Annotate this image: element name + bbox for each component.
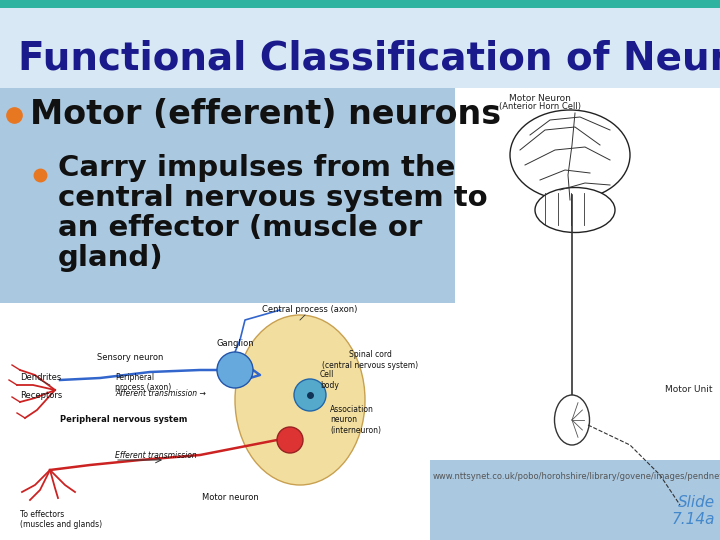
Text: Efferent transmission: Efferent transmission <box>115 450 197 460</box>
Text: Slide
7.14a: Slide 7.14a <box>672 495 715 528</box>
Text: central nervous system to: central nervous system to <box>58 184 487 212</box>
Text: Dendrites: Dendrites <box>20 374 61 382</box>
Text: Peripheral
process (axon): Peripheral process (axon) <box>115 373 171 393</box>
Bar <box>0 0 720 8</box>
Circle shape <box>277 427 303 453</box>
Circle shape <box>217 352 253 388</box>
Ellipse shape <box>535 187 615 233</box>
Bar <box>0 303 720 540</box>
Text: Motor (efferent) neurons: Motor (efferent) neurons <box>30 98 501 132</box>
Text: Cell
body: Cell body <box>320 370 339 390</box>
Text: Spinal cord
(central nervous system): Spinal cord (central nervous system) <box>322 350 418 370</box>
Bar <box>455 88 720 303</box>
Text: gland): gland) <box>58 244 163 272</box>
Text: Motor Unit: Motor Unit <box>665 386 713 395</box>
Text: (Anterior Horn Cell): (Anterior Horn Cell) <box>499 102 581 111</box>
Text: Receptors: Receptors <box>20 390 62 400</box>
Ellipse shape <box>510 110 630 200</box>
Ellipse shape <box>235 315 365 485</box>
Text: www.nttsynet.co.uk/pobo/horohshire/library/govene/images/pendneting3.gif: www.nttsynet.co.uk/pobo/horohshire/libra… <box>433 472 720 481</box>
Text: Afferent transmission →: Afferent transmission → <box>115 389 206 399</box>
Text: Motor neuron: Motor neuron <box>202 494 258 503</box>
Text: Ganglion: Ganglion <box>216 339 254 348</box>
Text: Peripheral nervous system: Peripheral nervous system <box>60 415 187 424</box>
Circle shape <box>294 379 326 411</box>
Ellipse shape <box>554 395 590 445</box>
Bar <box>0 88 455 303</box>
Text: Carry impulses from the: Carry impulses from the <box>58 154 455 182</box>
Text: Central process (axon): Central process (axon) <box>262 306 358 314</box>
Text: Association
neuron
(interneuron): Association neuron (interneuron) <box>330 405 381 435</box>
Bar <box>430 460 720 540</box>
Text: To effectors
(muscles and glands): To effectors (muscles and glands) <box>20 510 102 529</box>
Text: Functional Classification of Neurons: Functional Classification of Neurons <box>18 39 720 77</box>
Text: an effector (muscle or: an effector (muscle or <box>58 214 422 242</box>
Bar <box>0 0 720 88</box>
Text: Motor Neuron: Motor Neuron <box>509 94 571 103</box>
Text: Sensory neuron: Sensory neuron <box>96 353 163 362</box>
